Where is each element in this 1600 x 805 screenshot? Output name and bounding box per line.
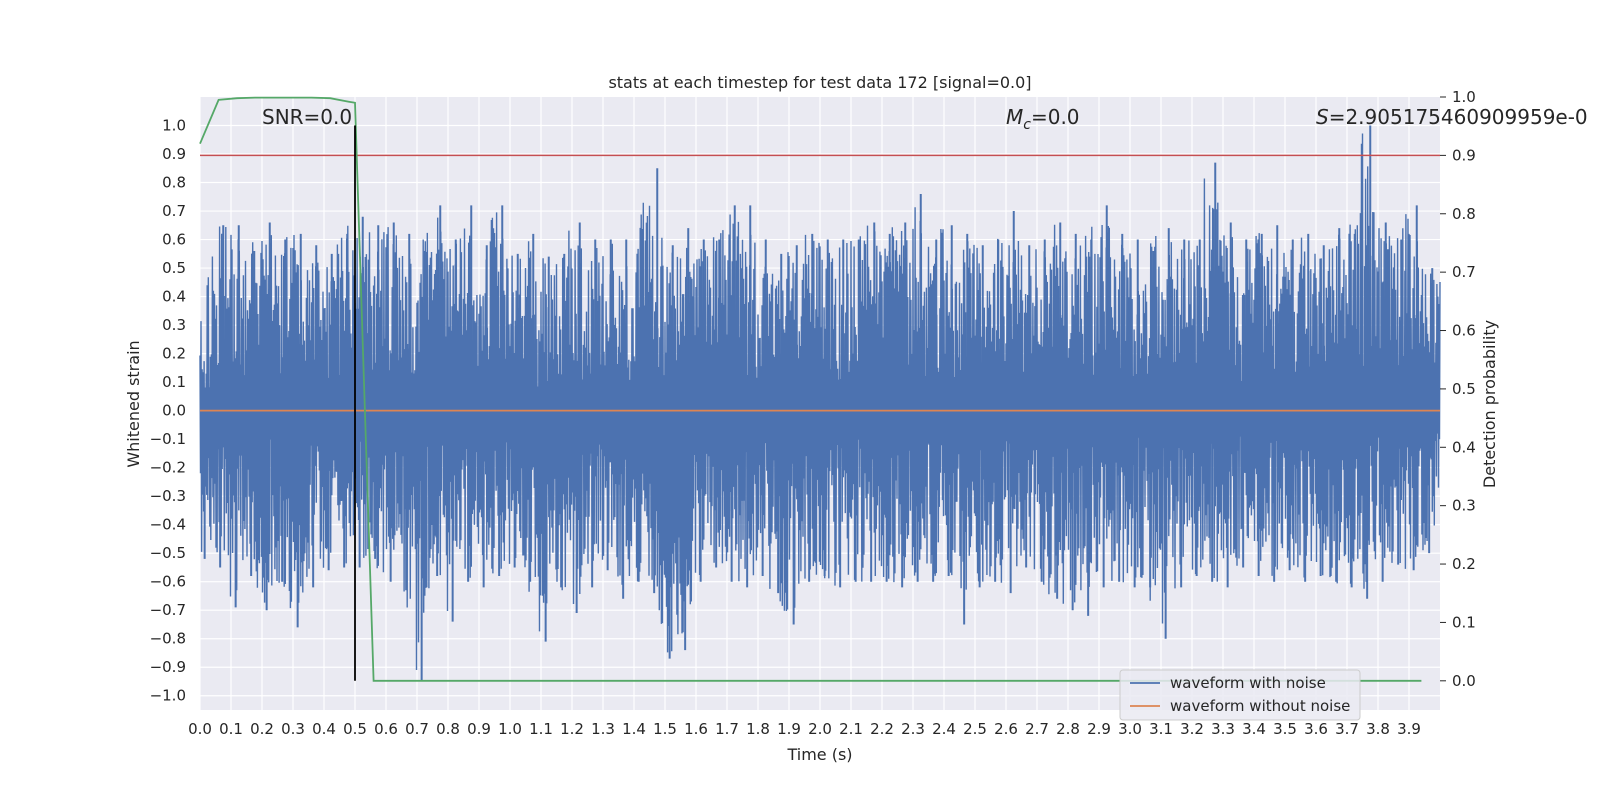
x-tick-label: 0.5 xyxy=(343,720,367,738)
x-tick-label: 1.2 xyxy=(560,720,584,738)
x-tick-label: 0.7 xyxy=(405,720,429,738)
y-tick-label: 1.0 xyxy=(162,117,186,135)
y-tick-label: −0.2 xyxy=(150,459,186,477)
legend-label-noise: waveform with noise xyxy=(1170,674,1326,692)
x-tick-label: 2.4 xyxy=(932,720,956,738)
y-tick-label: −0.4 xyxy=(150,516,186,534)
x-tick-label: 3.9 xyxy=(1397,720,1421,738)
x-tick-label: 3.1 xyxy=(1149,720,1173,738)
legend: waveform with noise waveform without noi… xyxy=(1119,669,1361,721)
x-tick-label: 2.7 xyxy=(1025,720,1049,738)
y-tick-label: 0.2 xyxy=(162,345,186,363)
y2-tick-label: 0.5 xyxy=(1452,380,1476,398)
x-tick-label: 3.7 xyxy=(1335,720,1359,738)
s-annotation: S=2.905175460909959e-0 xyxy=(1316,105,1588,129)
mc-annotation: Mc=0.0 xyxy=(1006,105,1080,133)
x-tick-label: 2.2 xyxy=(870,720,894,738)
x-tick-label: 2.3 xyxy=(901,720,925,738)
x-tick-label: 3.0 xyxy=(1118,720,1142,738)
y2-axis-label: Detection probability xyxy=(1480,320,1499,488)
x-tick-label: 0.4 xyxy=(312,720,336,738)
y-axis-label: Whitened strain xyxy=(124,340,143,467)
x-tick-label: 0.2 xyxy=(250,720,274,738)
legend-box xyxy=(1119,669,1361,721)
x-tick-label: 0.3 xyxy=(281,720,305,738)
y2-tick-label: 0.1 xyxy=(1452,613,1476,631)
x-tick-label: 3.4 xyxy=(1242,720,1266,738)
x-tick-label: 2.5 xyxy=(963,720,987,738)
y-tick-label: 0.9 xyxy=(162,145,186,163)
y2-tick-label: 0.4 xyxy=(1452,438,1476,456)
y2-tick-label: 0.2 xyxy=(1452,555,1476,573)
detection-probability-line xyxy=(199,96,1422,682)
x-tick-label: 3.5 xyxy=(1273,720,1297,738)
y-tick-label: −0.1 xyxy=(150,430,186,448)
y-tick-label: 0.6 xyxy=(162,231,186,249)
x-tick-label: 1.4 xyxy=(622,720,646,738)
waveform-with-noise-line xyxy=(199,133,1441,671)
x-tick-label: 0.1 xyxy=(219,720,243,738)
y-tick-label: 0.3 xyxy=(162,316,186,334)
y-tick-label: −1.0 xyxy=(150,687,186,705)
y2-tick-label: 1.0 xyxy=(1452,88,1476,106)
x-tick-label: 1.7 xyxy=(715,720,739,738)
x-tick-label: 2.0 xyxy=(808,720,832,738)
y-tick-label: −0.5 xyxy=(150,544,186,562)
y2-tick-label: 0.9 xyxy=(1452,146,1476,164)
y-tick-label: −0.3 xyxy=(150,487,186,505)
x-tick-label: 2.9 xyxy=(1087,720,1111,738)
x-tick-label: 0.6 xyxy=(374,720,398,738)
y-tick-label: −0.8 xyxy=(150,630,186,648)
mc-subscript: c xyxy=(1023,117,1031,133)
legend-label-clean: waveform without noise xyxy=(1170,697,1350,715)
x-tick-label: 0.0 xyxy=(188,720,212,738)
x-tick-label: 3.3 xyxy=(1211,720,1235,738)
x-tick-label: 1.9 xyxy=(777,720,801,738)
mc-symbol: M xyxy=(1006,105,1023,129)
x-tick-label: 0.8 xyxy=(436,720,460,738)
y-tick-label: −0.9 xyxy=(150,658,186,676)
s-value: =2.905175460909959e-0 xyxy=(1329,105,1588,129)
series-layer xyxy=(199,96,1441,682)
x-tick-label: 1.3 xyxy=(591,720,615,738)
y2-tick-label: 0.0 xyxy=(1452,672,1476,690)
x-tick-label: 0.9 xyxy=(467,720,491,738)
y-tick-label: 0.8 xyxy=(162,174,186,192)
x-tick-label: 1.5 xyxy=(653,720,677,738)
y2-tick-label: 0.3 xyxy=(1452,497,1476,515)
x-tick-label: 1.0 xyxy=(498,720,522,738)
x-axis-label: Time (s) xyxy=(786,745,852,764)
y2-tick-label: 0.7 xyxy=(1452,263,1476,281)
x-tick-label: 3.2 xyxy=(1180,720,1204,738)
x-tick-label: 3.8 xyxy=(1366,720,1390,738)
x-tick-label: 2.8 xyxy=(1056,720,1080,738)
x-tick-label: 1.1 xyxy=(529,720,553,738)
y-tick-label: 0.7 xyxy=(162,202,186,220)
y-tick-label: 0.1 xyxy=(162,373,186,391)
y-tick-label: 0.5 xyxy=(162,259,186,277)
y2-tick-label: 0.8 xyxy=(1452,205,1476,223)
y-tick-label: 0.0 xyxy=(162,402,186,420)
y-tick-label: −0.6 xyxy=(150,573,186,591)
x-tick-label: 1.6 xyxy=(684,720,708,738)
x-tick-label: 1.8 xyxy=(746,720,770,738)
snr-annotation: SNR=0.0 xyxy=(262,105,352,129)
tick-labels: 0.0 0.1 0.2 0.3 0.4 0.5 0.6 0.7 0.8 0.9 1.0 1.1 1.2 1… xyxy=(150,88,1476,738)
mc-value: =0.0 xyxy=(1031,105,1080,129)
x-tick-label: 2.1 xyxy=(839,720,863,738)
y2-tick-label: 0.6 xyxy=(1452,322,1476,340)
x-tick-label: 2.6 xyxy=(994,720,1018,738)
y-tick-label: 0.4 xyxy=(162,288,186,306)
chart-title: stats at each timestep for test data 172… xyxy=(608,73,1031,92)
y-tick-label: −0.7 xyxy=(150,601,186,619)
x-tick-label: 3.6 xyxy=(1304,720,1328,738)
s-symbol: S xyxy=(1316,105,1329,129)
